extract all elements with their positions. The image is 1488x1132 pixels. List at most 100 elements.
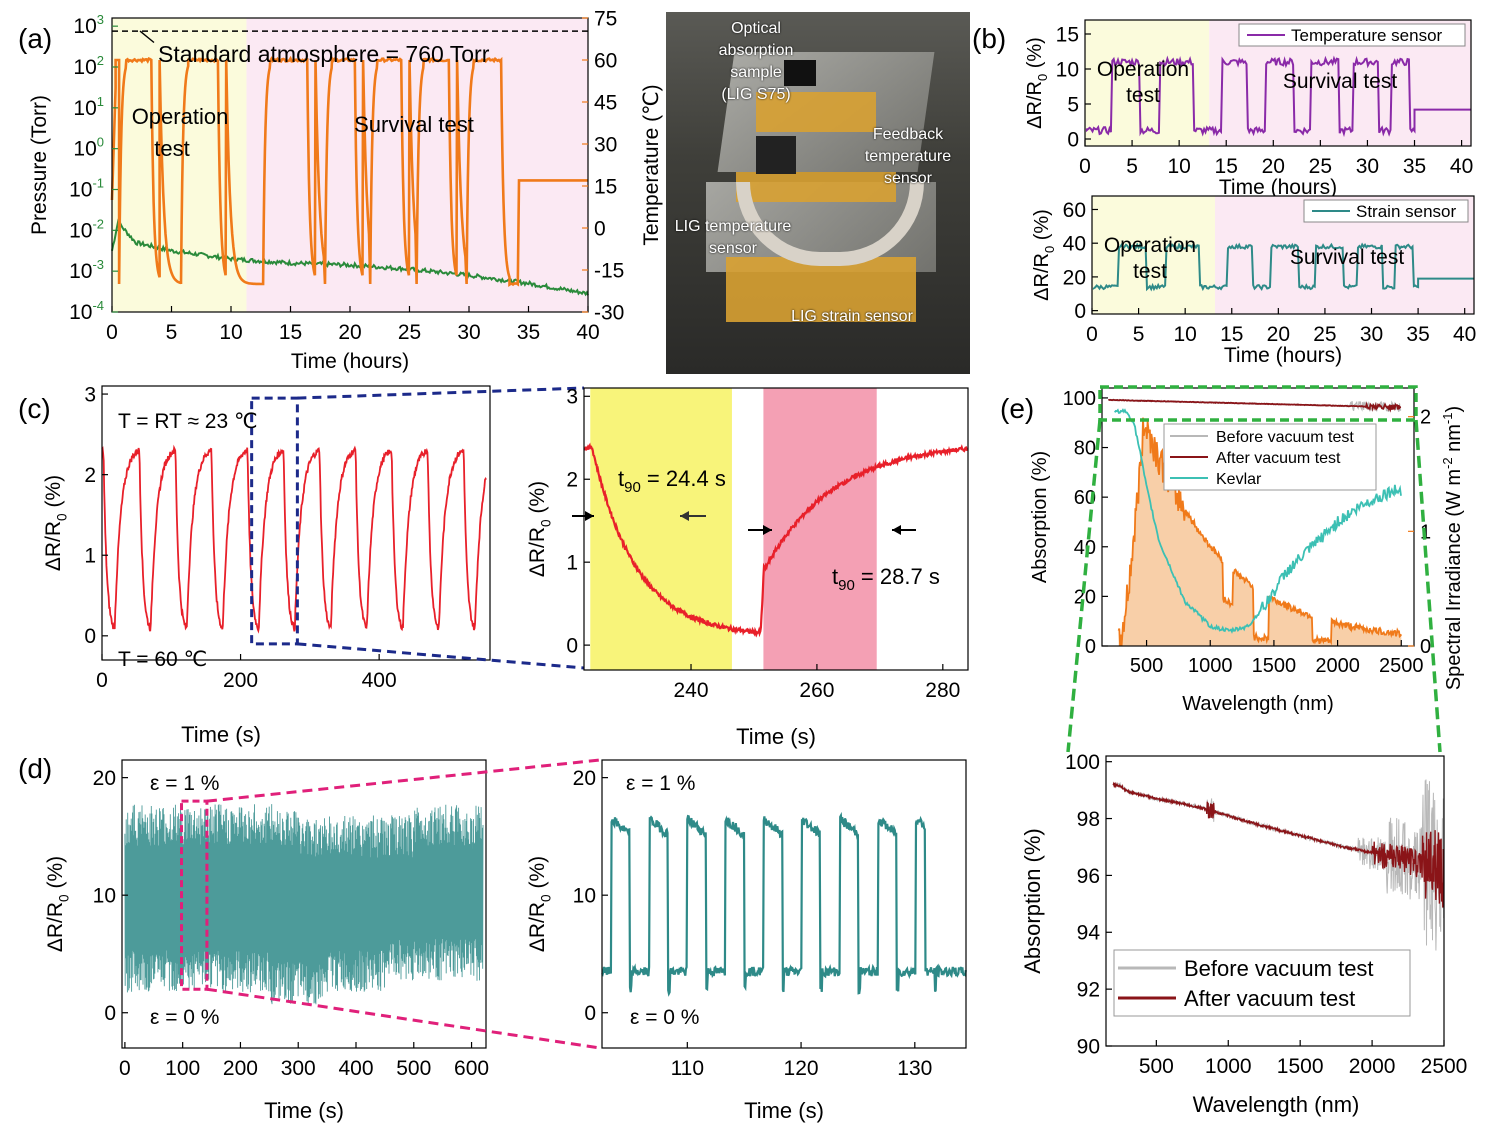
d1-xtick-label: 0	[119, 1057, 131, 1080]
d2-ytick-label: 0	[584, 1002, 596, 1025]
b1-ytick-label: 15	[1056, 23, 1079, 46]
b2-ytick-label: 0	[1074, 300, 1086, 323]
photo-label-ligtemp: LIG temperature sensor	[674, 218, 792, 257]
e1-ytick-label: 80	[1074, 438, 1096, 460]
d1-xtick-label: 600	[454, 1057, 489, 1080]
b2-ytick-label: 60	[1063, 199, 1086, 222]
e2-before-line	[1113, 779, 1445, 951]
b1-xtick-label: 30	[1356, 155, 1379, 178]
b1-xtick-label: 0	[1079, 155, 1091, 178]
a-region1-label: Operation	[132, 104, 229, 129]
panel-label-b: (b)	[972, 23, 1006, 54]
d1-note-top: ε = 1 %	[150, 772, 219, 795]
a-ytick-label: 100	[73, 135, 104, 161]
d1-ytick-label: 10	[93, 885, 116, 908]
d2-xtick-label: 120	[784, 1057, 819, 1080]
d1-xtick-label: 100	[165, 1057, 200, 1080]
photo-label-ligstrain: LIG strain sensor	[791, 308, 913, 325]
a-xlabel: Time (hours)	[291, 350, 409, 373]
d2-note-bottom: ε = 0 %	[630, 1006, 699, 1029]
a-temperature-line	[110, 54, 588, 288]
a-y2tick-label: 45	[594, 91, 617, 114]
b1-frame	[1084, 19, 1472, 147]
c1-xtick-label: 0	[96, 669, 108, 692]
d1-ytick-label: 0	[104, 1002, 116, 1025]
b2-series-line	[1092, 242, 1474, 292]
e2-ytick-label: 90	[1077, 1035, 1100, 1058]
b2-xtick-label: 40	[1453, 323, 1476, 346]
e2-legend-label: Before vacuum test	[1184, 956, 1374, 981]
a-annotation: Standard atmosphere = 760 Torr	[158, 41, 490, 67]
e2-ytick-label: 92	[1077, 978, 1100, 1001]
e2-xtick-label: 2000	[1349, 1055, 1396, 1078]
e1-y2tick-label: 2	[1420, 407, 1431, 429]
b1-legend-label: Temperature sensor	[1291, 26, 1443, 45]
b2-xtick-label: 20	[1267, 323, 1290, 346]
e1-solar-fill	[1118, 417, 1402, 646]
b2-ylabel: ΔR/R0 (%)	[1031, 209, 1057, 301]
panel-label-a: (a)	[18, 23, 52, 54]
d-zoom-connector-bottom	[206, 987, 601, 1050]
c2-arrow-t90b-head	[892, 525, 901, 535]
c2-ytick-label: 0	[566, 634, 578, 657]
d-zoom-connector-top	[206, 758, 601, 803]
a-ytick-label: 10-1	[69, 176, 104, 202]
c2-ylabel: ΔR/R0 (%)	[526, 481, 553, 577]
a-y2tick-label: 15	[594, 175, 617, 198]
a-ytick-label: 10-3	[69, 257, 104, 283]
a-y2tick-label: 75	[594, 7, 617, 30]
b1-xtick-label: 10	[1167, 155, 1190, 178]
panel-label-d: (d)	[18, 753, 52, 784]
b2-legend-box	[1303, 199, 1469, 223]
c2-frame	[583, 387, 969, 671]
a-xtick-label: 10	[219, 321, 242, 344]
b2-region1-label: Operation	[1104, 234, 1196, 257]
c2-ytick-label: 1	[566, 552, 578, 575]
c1-xtick-label: 200	[223, 669, 258, 692]
b2-operation-region	[1092, 196, 1215, 314]
a-xtick-label: 5	[166, 321, 178, 344]
d1-note-bottom: ε = 0 %	[150, 1006, 219, 1029]
b1-region1-label: Operation	[1097, 58, 1189, 81]
b1-ytick-label: 10	[1056, 58, 1079, 81]
b1-xtick-label: 5	[1126, 155, 1138, 178]
e2-xtick-label: 500	[1139, 1055, 1174, 1078]
c2-xtick-label: 280	[925, 679, 960, 702]
b1-ylabel: ΔR/R0 (%)	[1024, 37, 1050, 129]
e1-xtick-label: 2500	[1379, 655, 1424, 677]
c2-xlabel: Time (s)	[736, 724, 816, 749]
c2-series-line	[583, 442, 968, 638]
a-y2tick-label: 30	[594, 133, 617, 156]
e1-ytick-label: 0	[1085, 636, 1096, 658]
a-region1b-label: test	[154, 136, 189, 161]
b1-xlabel: Time (hours)	[1219, 176, 1337, 199]
d1-xlabel: Time (s)	[264, 1098, 344, 1123]
e1-legend-label: Before vacuum test	[1216, 429, 1354, 446]
e2-ytick-label: 96	[1077, 865, 1100, 888]
e1-xtick-label: 1500	[1252, 655, 1297, 677]
e2-xtick-label: 2500	[1421, 1055, 1468, 1078]
b2-xtick-label: 25	[1313, 323, 1336, 346]
c1-frame	[101, 385, 491, 661]
e2-xtick-label: 1500	[1277, 1055, 1324, 1078]
c2-pink-region	[763, 388, 877, 670]
b2-ytick-label: 20	[1063, 266, 1086, 289]
d2-ytick-label: 10	[573, 885, 596, 908]
c2-arrow-mid-head	[763, 525, 772, 535]
d1-ylabel: ΔR/R0 (%)	[44, 856, 71, 952]
a-ytick-label: 102	[73, 53, 104, 79]
e2-xtick-label: 1000	[1205, 1055, 1252, 1078]
c1-ytick-label: 1	[84, 545, 96, 568]
e-zoom-connector-right	[1414, 419, 1442, 753]
a-ytick-label: 10-4	[69, 298, 104, 324]
c2-ytick-label: 2	[566, 469, 578, 492]
d2-xlabel: Time (s)	[744, 1098, 824, 1123]
b1-region2-label: Survival test	[1283, 70, 1398, 93]
d1-xtick-label: 500	[396, 1057, 431, 1080]
a-xtick-label: 15	[279, 321, 302, 344]
a-y2tick-label: 0	[594, 217, 606, 240]
c1-note-top: T = RT ≈ 23 ℃	[118, 410, 258, 433]
experiment-photo: Optical absorption sample (LIG S75) Feedba…	[666, 12, 970, 374]
photo-label-optical: Optical absorption sample (LIG S75)	[718, 20, 794, 103]
